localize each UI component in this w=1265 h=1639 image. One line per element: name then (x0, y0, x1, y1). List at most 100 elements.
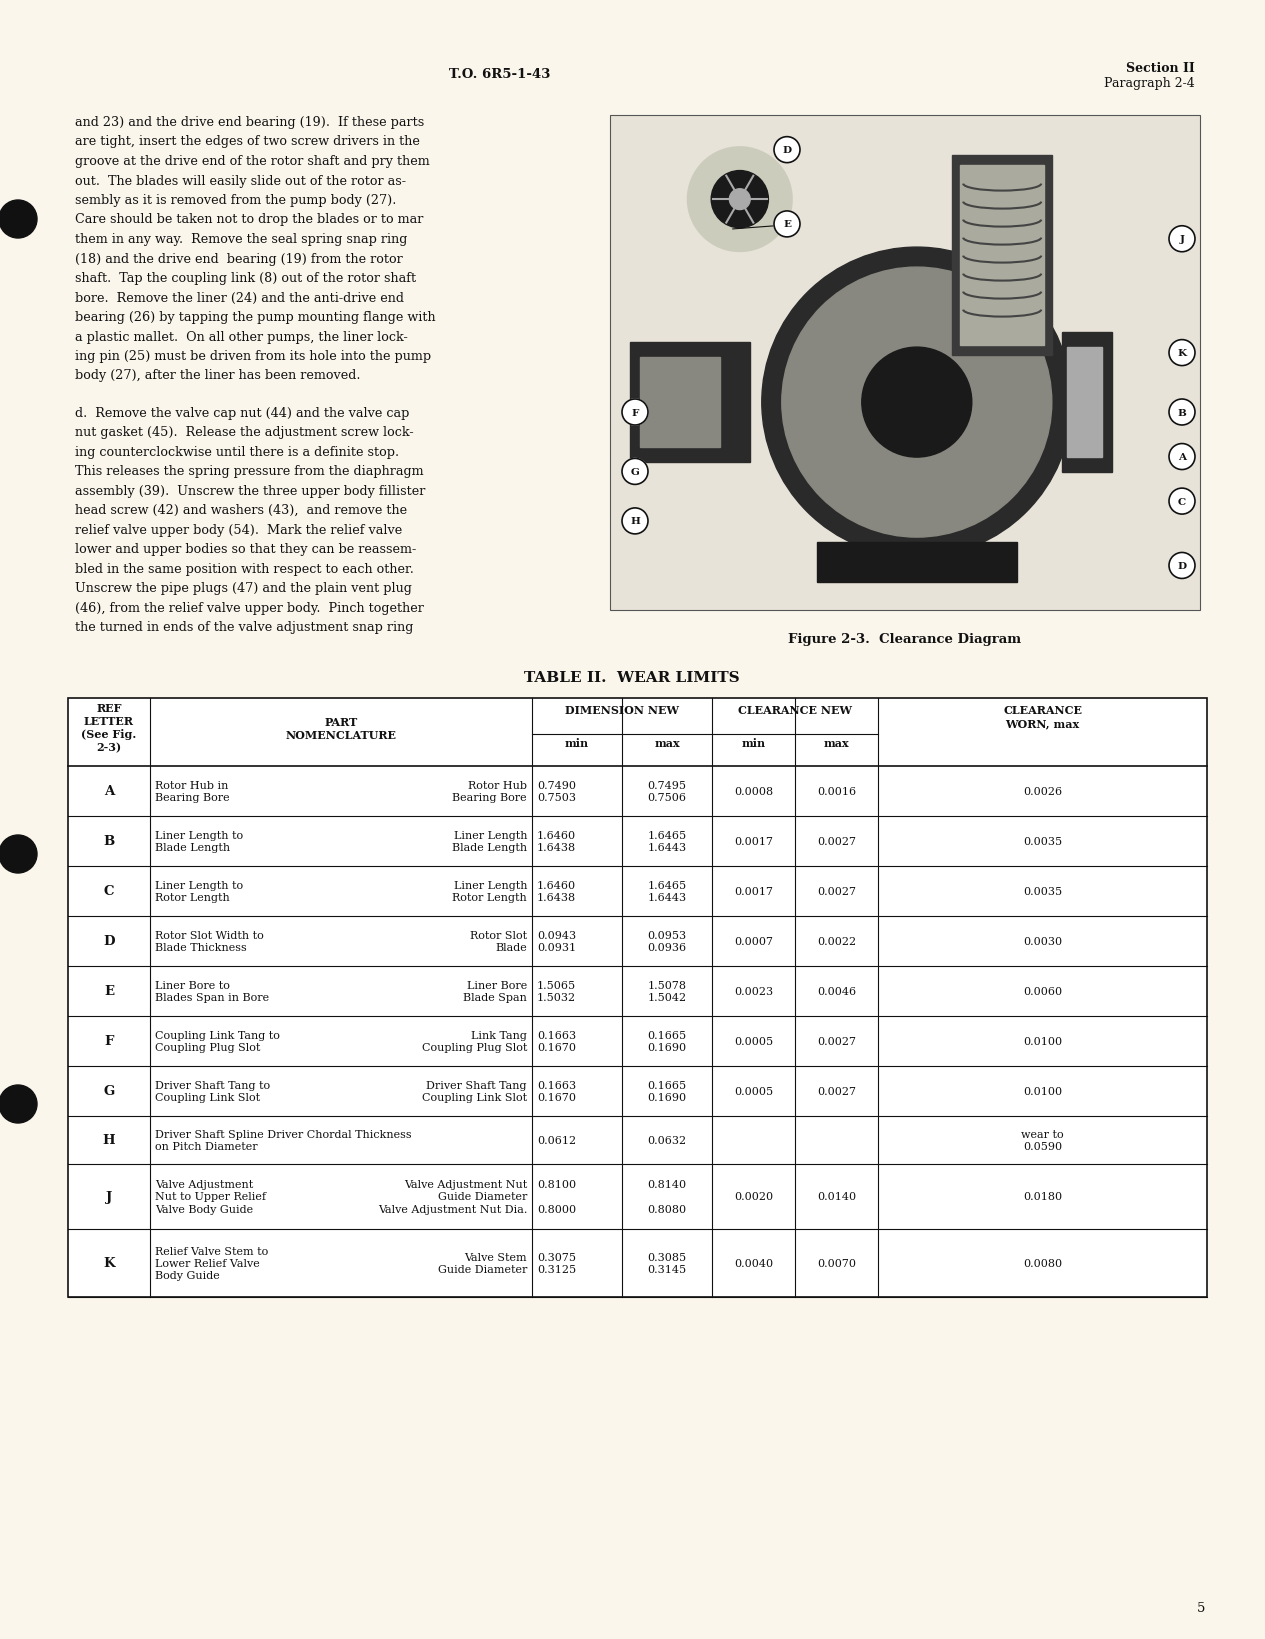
Text: 0.0180: 0.0180 (1023, 1192, 1063, 1201)
Text: H: H (102, 1134, 115, 1147)
Text: are tight, insert the edges of two screw drivers in the: are tight, insert the edges of two screw… (75, 136, 420, 149)
Circle shape (782, 267, 1051, 538)
Text: 0.8140

0.8080: 0.8140 0.8080 (648, 1180, 687, 1214)
Text: DIMENSION NEW: DIMENSION NEW (565, 705, 679, 716)
Text: CLEARANCE
WORN, max: CLEARANCE WORN, max (1003, 705, 1082, 729)
Text: D: D (104, 934, 115, 947)
Text: max: max (824, 738, 849, 749)
Text: bore.  Remove the liner (24) and the anti-drive end: bore. Remove the liner (24) and the anti… (75, 292, 404, 305)
Text: 0.0017: 0.0017 (734, 887, 773, 897)
Text: Liner Length
Blade Length: Liner Length Blade Length (452, 831, 528, 852)
Circle shape (622, 508, 648, 534)
Text: Rotor Hub
Bearing Bore: Rotor Hub Bearing Bore (453, 780, 528, 803)
Text: d.  Remove the valve cap nut (44) and the valve cap: d. Remove the valve cap nut (44) and the… (75, 406, 410, 420)
Text: A: A (1178, 452, 1187, 462)
Text: 0.1663
0.1670: 0.1663 0.1670 (538, 1080, 576, 1103)
Bar (953, 156, 1052, 356)
Text: A: A (104, 785, 114, 798)
Text: REF
LETTER
(See Fig.
2-3): REF LETTER (See Fig. 2-3) (81, 703, 137, 754)
Text: 1.6460
1.6438: 1.6460 1.6438 (538, 831, 576, 852)
Text: nut gasket (45).  Release the adjustment screw lock-: nut gasket (45). Release the adjustment … (75, 426, 414, 439)
Text: 0.0035: 0.0035 (1023, 887, 1063, 897)
Text: 0.0027: 0.0027 (817, 887, 856, 897)
Text: sembly as it is removed from the pump body (27).: sembly as it is removed from the pump bo… (75, 193, 396, 207)
Text: 0.0027: 0.0027 (817, 1087, 856, 1096)
Text: 0.0040: 0.0040 (734, 1259, 773, 1269)
Text: the turned in ends of the valve adjustment snap ring: the turned in ends of the valve adjustme… (75, 621, 414, 634)
Text: TABLE II.  WEAR LIMITS: TABLE II. WEAR LIMITS (524, 670, 740, 685)
Circle shape (1169, 400, 1195, 426)
Text: 0.1665
0.1690: 0.1665 0.1690 (648, 1031, 687, 1052)
Text: Driver Shaft Tang to
Coupling Link Slot: Driver Shaft Tang to Coupling Link Slot (156, 1080, 271, 1103)
Text: ing counterclockwise until there is a definite stop.: ing counterclockwise until there is a de… (75, 446, 400, 459)
Text: 0.0632: 0.0632 (648, 1136, 687, 1146)
Text: relief valve upper body (54).  Mark the relief valve: relief valve upper body (54). Mark the r… (75, 523, 402, 536)
Text: 0.7490
0.7503: 0.7490 0.7503 (538, 780, 576, 803)
Text: Liner Length
Rotor Length: Liner Length Rotor Length (453, 880, 528, 903)
Text: T.O. 6R5-1-43: T.O. 6R5-1-43 (449, 69, 550, 82)
Bar (1061, 333, 1112, 472)
Text: 0.3075
0.3125: 0.3075 0.3125 (538, 1252, 576, 1275)
Circle shape (0, 836, 37, 874)
Text: max: max (654, 738, 679, 749)
Bar (960, 166, 1044, 346)
Text: B: B (104, 834, 115, 847)
Text: 0.0080: 0.0080 (1023, 1259, 1063, 1269)
Bar (68, 698, 1207, 1296)
Text: Rotor Hub in
Bearing Bore: Rotor Hub in Bearing Bore (156, 780, 230, 803)
Text: Rotor Slot
Blade: Rotor Slot Blade (469, 931, 528, 952)
Text: B: B (1178, 408, 1187, 418)
Text: Rotor Slot Width to
Blade Thickness: Rotor Slot Width to Blade Thickness (156, 931, 263, 952)
Text: Liner Bore
Blade Span: Liner Bore Blade Span (463, 980, 528, 1003)
Text: 0.0100: 0.0100 (1023, 1087, 1063, 1096)
Text: 0.0020: 0.0020 (734, 1192, 773, 1201)
Text: shaft.  Tap the coupling link (8) out of the rotor shaft: shaft. Tap the coupling link (8) out of … (75, 272, 416, 285)
Text: Unscrew the pipe plugs (47) and the plain vent plug: Unscrew the pipe plugs (47) and the plai… (75, 582, 412, 595)
Text: Liner Length to
Rotor Length: Liner Length to Rotor Length (156, 880, 243, 903)
Text: J: J (106, 1190, 113, 1203)
Circle shape (622, 400, 648, 426)
Circle shape (774, 211, 799, 238)
Text: 0.3085
0.3145: 0.3085 0.3145 (648, 1252, 687, 1275)
Text: groove at the drive end of the rotor shaft and pry them: groove at the drive end of the rotor sha… (75, 156, 430, 167)
Text: 5: 5 (1197, 1601, 1206, 1614)
Text: K: K (104, 1257, 115, 1270)
Circle shape (1169, 444, 1195, 470)
Text: Care should be taken not to drop the blades or to mar: Care should be taken not to drop the bla… (75, 213, 424, 226)
Bar (817, 543, 1017, 583)
Circle shape (1169, 341, 1195, 367)
Text: 0.0017: 0.0017 (734, 836, 773, 846)
Bar (610, 116, 1200, 611)
Text: head screw (42) and washers (43),  and remove the: head screw (42) and washers (43), and re… (75, 503, 407, 516)
Text: bled in the same position with respect to each other.: bled in the same position with respect t… (75, 562, 414, 575)
Text: 0.0612: 0.0612 (538, 1136, 576, 1146)
Circle shape (1169, 226, 1195, 252)
Circle shape (711, 172, 768, 228)
Text: PART
NOMENCLATURE: PART NOMENCLATURE (286, 716, 396, 741)
Text: Relief Valve Stem to
Lower Relief Valve
Body Guide: Relief Valve Stem to Lower Relief Valve … (156, 1246, 268, 1280)
Text: 0.0046: 0.0046 (817, 987, 856, 997)
Text: 0.7495
0.7506: 0.7495 0.7506 (648, 780, 687, 803)
Text: F: F (104, 1034, 114, 1047)
Text: 0.0008: 0.0008 (734, 787, 773, 797)
Text: 1.5065
1.5032: 1.5065 1.5032 (538, 980, 576, 1003)
Text: E: E (783, 220, 791, 229)
Text: Driver Shaft Spline Driver Chordal Thickness
on Pitch Diameter: Driver Shaft Spline Driver Chordal Thick… (156, 1129, 411, 1152)
Text: (18) and the drive end  bearing (19) from the rotor: (18) and the drive end bearing (19) from… (75, 252, 402, 266)
Circle shape (774, 138, 799, 164)
Text: This releases the spring pressure from the diaphragm: This releases the spring pressure from t… (75, 465, 424, 477)
Text: 1.5078
1.5042: 1.5078 1.5042 (648, 980, 687, 1003)
Text: and 23) and the drive end bearing (19).  If these parts: and 23) and the drive end bearing (19). … (75, 116, 424, 129)
Text: 0.0027: 0.0027 (817, 1036, 856, 1046)
Text: 0.0022: 0.0022 (817, 936, 856, 946)
Text: 0.0016: 0.0016 (817, 787, 856, 797)
Text: 0.0100: 0.0100 (1023, 1036, 1063, 1046)
Text: 0.0070: 0.0070 (817, 1259, 856, 1269)
Text: out.  The blades will easily slide out of the rotor as-: out. The blades will easily slide out of… (75, 174, 406, 187)
Text: Valve Adjustment
Nut to Upper Relief
Valve Body Guide: Valve Adjustment Nut to Upper Relief Val… (156, 1180, 266, 1214)
Text: 0.0060: 0.0060 (1023, 987, 1063, 997)
Text: 0.0140: 0.0140 (817, 1192, 856, 1201)
Text: 0.0953
0.0936: 0.0953 0.0936 (648, 931, 687, 952)
Text: 0.0007: 0.0007 (734, 936, 773, 946)
Text: H: H (630, 516, 640, 526)
